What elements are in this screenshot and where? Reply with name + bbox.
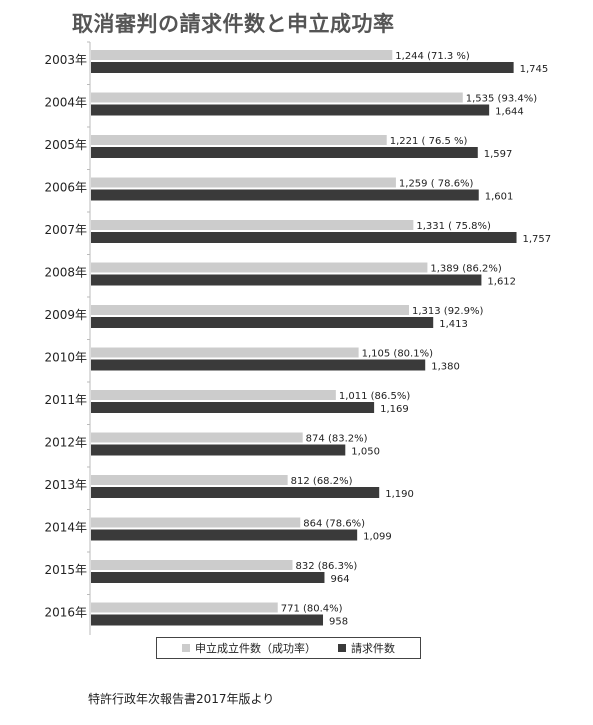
category-label: 2005年 <box>44 138 87 152</box>
bar-requests <box>91 359 426 371</box>
data-label-granted: 1,313 (92.9%) <box>412 306 483 317</box>
bar-granted <box>91 220 414 230</box>
bar-requests <box>91 232 517 243</box>
data-label-requests: 1,644 <box>495 107 524 118</box>
bar-requests <box>91 572 325 583</box>
bar-requests <box>91 62 514 73</box>
category-label: 2015年 <box>44 563 87 577</box>
data-label-granted: 832 (86.3%) <box>296 561 358 572</box>
legend-label-requests: 請求件数 <box>351 642 395 655</box>
bar-granted <box>91 475 288 485</box>
bar-granted <box>91 560 293 570</box>
data-label-requests: 1,169 <box>380 404 409 415</box>
bar-granted <box>91 135 387 145</box>
category-label: 2011年 <box>44 393 87 407</box>
bar-granted <box>91 390 336 400</box>
category-label: 2012年 <box>44 436 87 450</box>
bar-granted <box>91 305 409 315</box>
data-label-granted: 1,011 (86.5%) <box>339 391 410 402</box>
data-label-requests: 1,190 <box>385 489 414 500</box>
data-label-requests: 1,757 <box>523 234 552 245</box>
data-label-requests: 1,745 <box>520 64 549 75</box>
bar-requests <box>91 274 482 286</box>
category-label: 2016年 <box>44 606 87 620</box>
category-label: 2006年 <box>44 181 87 195</box>
bar-requests <box>91 529 358 541</box>
data-label-requests: 1,597 <box>484 149 513 160</box>
data-label-granted: 812 (68.2%) <box>291 476 353 487</box>
data-label-granted: 1,389 (86.2%) <box>430 264 501 275</box>
data-label-requests: 1,099 <box>363 532 392 543</box>
category-label: 2013年 <box>44 478 87 492</box>
bar-granted <box>91 50 393 60</box>
legend-item-granted: 申立成立件数（成功率） <box>182 640 316 656</box>
legend-swatch-granted <box>182 644 190 652</box>
bar-requests <box>91 402 375 413</box>
legend-swatch-requests <box>338 644 346 652</box>
legend-label-granted: 申立成立件数（成功率） <box>195 642 316 655</box>
data-label-requests: 1,380 <box>431 362 460 373</box>
legend-item-requests: 請求件数 <box>338 640 395 656</box>
category-label: 2003年 <box>44 53 87 67</box>
bar-requests <box>91 104 490 116</box>
category-label: 2010年 <box>44 351 87 365</box>
category-label: 2014年 <box>44 521 87 535</box>
data-label-granted: 1,331 ( 75.8%) <box>416 221 491 232</box>
data-label-requests: 1,601 <box>485 192 514 203</box>
chart-title: 取消審判の請求件数と申立成功率 <box>72 12 395 36</box>
data-label-requests: 964 <box>330 574 349 585</box>
category-label: 2008年 <box>44 266 87 280</box>
bar-granted <box>91 92 463 103</box>
data-label-granted: 1,259 ( 78.6%) <box>399 179 474 190</box>
data-label-granted: 1,244 (71.3 %) <box>395 51 470 62</box>
bar-granted <box>91 347 359 358</box>
bar-granted <box>91 517 301 528</box>
bar-granted <box>91 432 303 443</box>
data-label-granted: 771 (80.4%) <box>281 604 343 615</box>
source-note: 特許行政年次報告書2017年版より <box>88 692 275 706</box>
legend: 申立成立件数（成功率） 請求件数 <box>156 637 421 659</box>
bar-requests <box>91 444 346 456</box>
category-label: 2004年 <box>44 96 87 110</box>
data-label-requests: 958 <box>329 617 348 628</box>
bar-requests <box>91 614 324 626</box>
data-label-requests: 1,612 <box>487 277 516 288</box>
data-label-granted: 1,221 ( 76.5 %) <box>390 136 468 147</box>
data-label-granted: 1,535 (93.4%) <box>466 94 537 105</box>
bar-requests <box>91 189 479 201</box>
bar-granted <box>91 262 428 273</box>
bar-requests <box>91 317 434 328</box>
data-label-requests: 1,413 <box>439 319 468 330</box>
data-label-granted: 1,105 (80.1%) <box>362 349 433 360</box>
category-label: 2007年 <box>44 223 87 237</box>
bar-granted <box>91 602 278 613</box>
data-label-requests: 1,050 <box>351 447 380 458</box>
bar-granted <box>91 177 396 188</box>
bar-requests <box>91 147 478 158</box>
data-label-granted: 874 (83.2%) <box>306 434 368 445</box>
data-label-granted: 864 (78.6%) <box>303 519 365 530</box>
category-label: 2009年 <box>44 308 87 322</box>
bar-requests <box>91 487 380 498</box>
